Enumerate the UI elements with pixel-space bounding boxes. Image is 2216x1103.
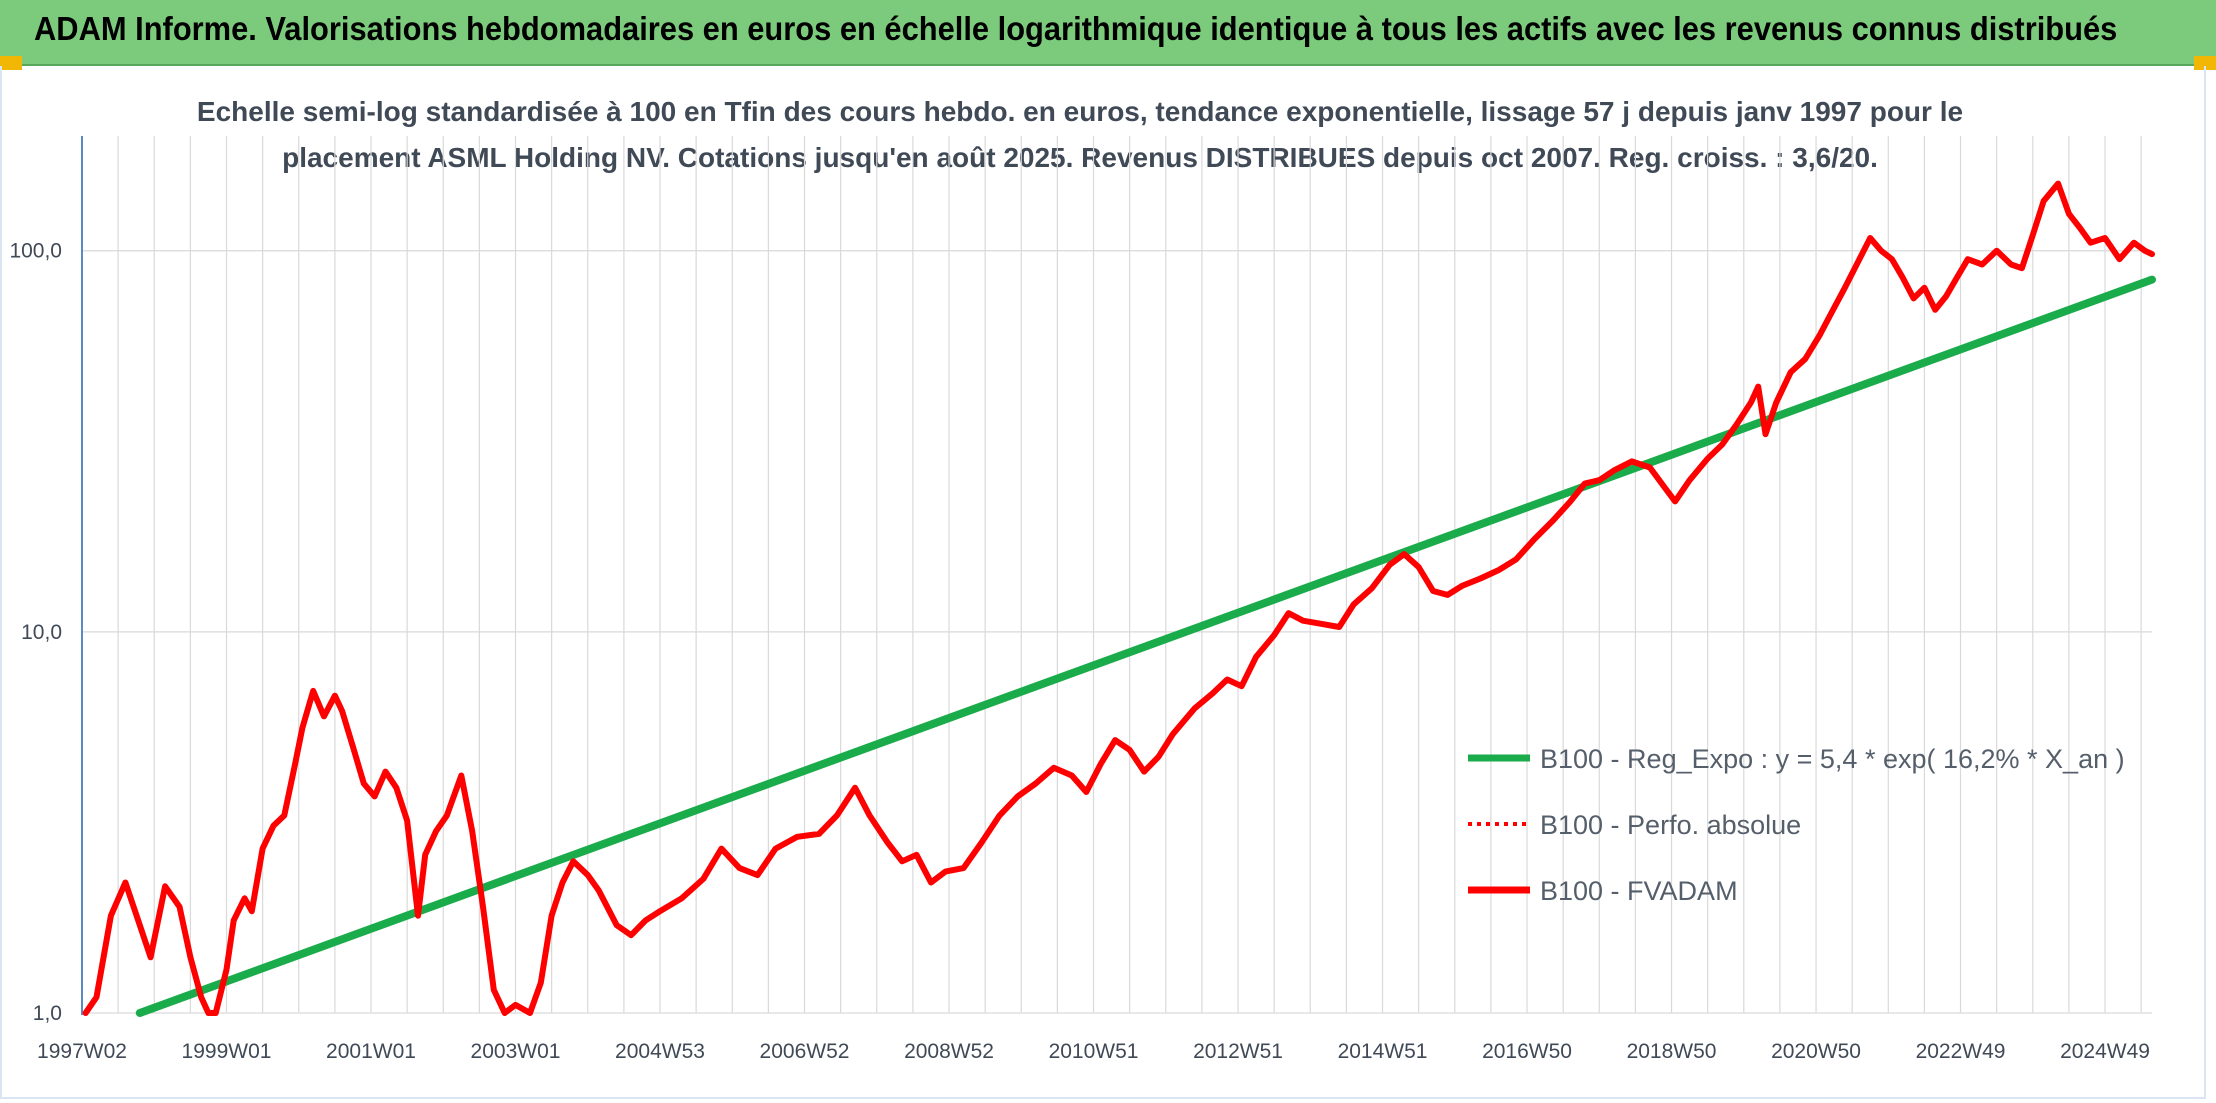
report-title: ADAM Informe. Valorisations hebdomadaire… (34, 10, 2118, 47)
x-tick-label: 2020W50 (1771, 1040, 1861, 1063)
trend-line-reg-expo (135, 275, 2156, 1017)
series-line-fvadam (82, 180, 2155, 1016)
chart-subtitle-line-1: Echelle semi-log standardisée à 100 en T… (196, 96, 1964, 127)
x-tick-label: 1999W01 (182, 1040, 272, 1063)
x-tick-label: 2018W50 (1627, 1040, 1717, 1063)
corner-marker-left (0, 56, 22, 70)
x-tick-label: 2016W50 (1482, 1040, 1572, 1063)
x-tick-label: 2022W49 (1916, 1040, 2006, 1063)
x-tick-label: 2004W53 (615, 1040, 705, 1063)
x-tick-label: 2003W01 (471, 1040, 561, 1063)
series (82, 180, 2156, 1017)
y-tick-label: 1,0 (33, 1002, 62, 1025)
x-tick-label: 2012W51 (1193, 1040, 1283, 1063)
axis-ticks: 1,0 10,0 100,0 1997W02 1999W01 2001W01 2003W01… (9, 240, 2150, 1063)
legend-item-perfo-absolue-label: B100 - Perfo. absolue (1540, 810, 1801, 840)
x-tick-label: 2006W52 (760, 1040, 850, 1063)
grid (81, 136, 2152, 1014)
x-tick-label: 2001W01 (326, 1040, 416, 1063)
x-tick-label: 2008W52 (904, 1040, 994, 1063)
y-tick-label: 10,0 (21, 621, 62, 644)
title-banner: ADAM Informe. Valorisations hebdomadaire… (0, 0, 2216, 66)
legend-item-fvadam-label: B100 - FVADAM (1540, 876, 1738, 906)
x-tick-label: 2014W51 (1338, 1040, 1428, 1063)
y-tick-label: 100,0 (9, 240, 62, 263)
corner-marker-right (2194, 56, 2216, 70)
x-tick-label: 2024W49 (2060, 1040, 2150, 1063)
chart-subtitle-line-2: placement ASML Holding NV. Cotations jus… (282, 142, 1878, 173)
legend: B100 - Reg_Expo : y = 5,4 * exp( 16,2% *… (1468, 744, 2125, 906)
x-tick-label: 1997W02 (37, 1040, 127, 1063)
legend-item-reg-expo-label: B100 - Reg_Expo : y = 5,4 * exp( 16,2% *… (1540, 744, 2125, 774)
x-tick-label: 2010W51 (1049, 1040, 1139, 1063)
chart-frame (0, 66, 2206, 1099)
